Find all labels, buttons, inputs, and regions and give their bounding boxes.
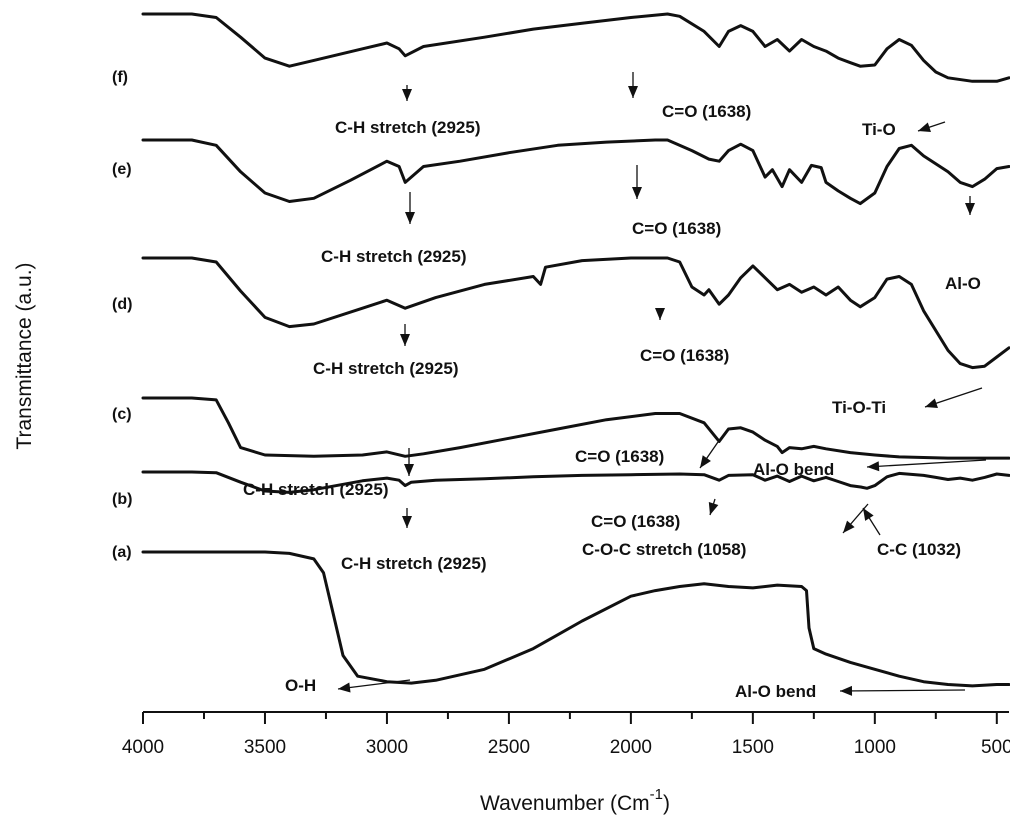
arrow-head: [628, 86, 638, 98]
arrow-head: [700, 455, 711, 468]
x-tick-label: 500: [981, 737, 1010, 758]
annotation: C-H stretch (2925): [335, 85, 481, 137]
annotation: C=O (1638): [575, 441, 719, 469]
x-axis-title-close: ): [663, 792, 670, 815]
x-tick-label: 4000: [122, 737, 164, 758]
arrow-head: [632, 187, 642, 199]
annotation-label: C=O (1638): [632, 219, 721, 238]
annotations: C-H stretch (2925) C=O (1638) Ti-O C-H stre…: [243, 72, 987, 701]
annotation: Al-O bend: [753, 459, 987, 479]
arrow-head: [918, 122, 931, 132]
curve-label-a: (a): [112, 544, 132, 561]
spectrum-line-c: [141, 396, 1010, 460]
arrow-head: [402, 89, 412, 101]
arrow-head: [405, 212, 415, 224]
y-axis-title: Transmittance (a.u.): [13, 262, 36, 449]
annotation-label: C=O (1638): [662, 102, 751, 121]
arrow-head: [925, 398, 938, 408]
curve-label-b: (b): [112, 491, 132, 508]
arrow-head: [708, 502, 719, 515]
arrow-head: [863, 508, 874, 521]
annotation-label: C-C (1032): [877, 540, 961, 559]
spectrum-line-d: [141, 256, 1010, 370]
annotation-label: C=O (1638): [575, 447, 664, 466]
arrow-head: [965, 203, 975, 215]
annotation: Al-O bend: [735, 682, 966, 701]
annotation: Ti-O-Ti: [832, 387, 983, 417]
arrow-head: [867, 461, 880, 472]
annotation: C=O (1638): [632, 165, 721, 238]
axes: 4000 3500 3000 2500 2000 1500 1000 500: [122, 711, 1010, 758]
spectra: [141, 12, 1010, 688]
annotation-label: Al-O bend: [753, 460, 834, 479]
annotation: C-C (1032): [862, 507, 961, 559]
annotation-arrow: [866, 459, 987, 468]
x-tick-label: 2000: [610, 737, 652, 758]
x-tick-label: 1000: [854, 737, 896, 758]
annotation: Al-O: [945, 196, 981, 293]
annotation-arrow: [337, 679, 411, 690]
spectrum-line-f: [141, 12, 1010, 83]
annotation: C=O (1638): [628, 72, 751, 121]
arrow-head: [402, 516, 412, 528]
annotation: C=O (1638): [640, 308, 729, 365]
x-tick-label: 3500: [244, 737, 286, 758]
annotation-label: Ti-O: [862, 120, 896, 139]
annotation: C-H stretch (2925): [243, 448, 414, 499]
annotation-label: C=O (1638): [591, 512, 680, 531]
annotation: C=O (1638): [591, 498, 719, 531]
annotation-label: C-H stretch (2925): [313, 359, 459, 378]
annotation-label: C-H stretch (2925): [335, 118, 481, 137]
x-axis-title-main: Wavenumber (Cm: [480, 792, 650, 815]
annotation-label: O-H: [285, 676, 316, 695]
spectrum-line-e: [141, 138, 1010, 206]
arrow-head: [404, 464, 414, 476]
x-axis-title: Wavenumber (Cm-1): [480, 786, 670, 815]
x-tick-label: 2500: [488, 737, 530, 758]
annotation-label: Al-O bend: [735, 682, 816, 701]
arrow-head: [400, 334, 410, 346]
annotation-label: C-O-C stretch (1058): [582, 540, 746, 559]
annotation-label: C=O (1638): [640, 346, 729, 365]
annotation-label: C-H stretch (2925): [341, 554, 487, 573]
arrow-head: [655, 308, 665, 320]
x-tick-label: 1500: [732, 737, 774, 758]
annotation: O-H: [285, 676, 411, 695]
curve-labels: (a) (b) (c) (d) (e) (f): [112, 69, 132, 561]
spectrum-line-a: [141, 550, 1010, 688]
annotation: C-H stretch (2925): [321, 192, 467, 266]
x-tick-label: 3000: [366, 737, 408, 758]
curve-label-e: (e): [112, 161, 132, 178]
arrow-head: [840, 685, 853, 696]
x-axis-title-superscript: -1: [650, 786, 663, 803]
annotation-label: Al-O: [945, 274, 981, 293]
annotation-label: Ti-O-Ti: [832, 398, 886, 417]
arrow-head: [843, 520, 855, 533]
annotation-label: C-H stretch (2925): [321, 247, 467, 266]
curve-label-c: (c): [112, 406, 132, 423]
annotation: C-H stretch (2925): [313, 324, 459, 378]
annotation-label: C-H stretch (2925): [243, 480, 389, 499]
annotation: Ti-O: [862, 120, 946, 139]
annotation: C-H stretch (2925): [341, 508, 487, 573]
arrow-head: [338, 682, 351, 693]
spectrum-line-b: [141, 470, 1010, 494]
annotation-arrow: [839, 689, 966, 692]
curve-label-d: (d): [112, 296, 132, 313]
curve-label-f: (f): [112, 69, 128, 86]
